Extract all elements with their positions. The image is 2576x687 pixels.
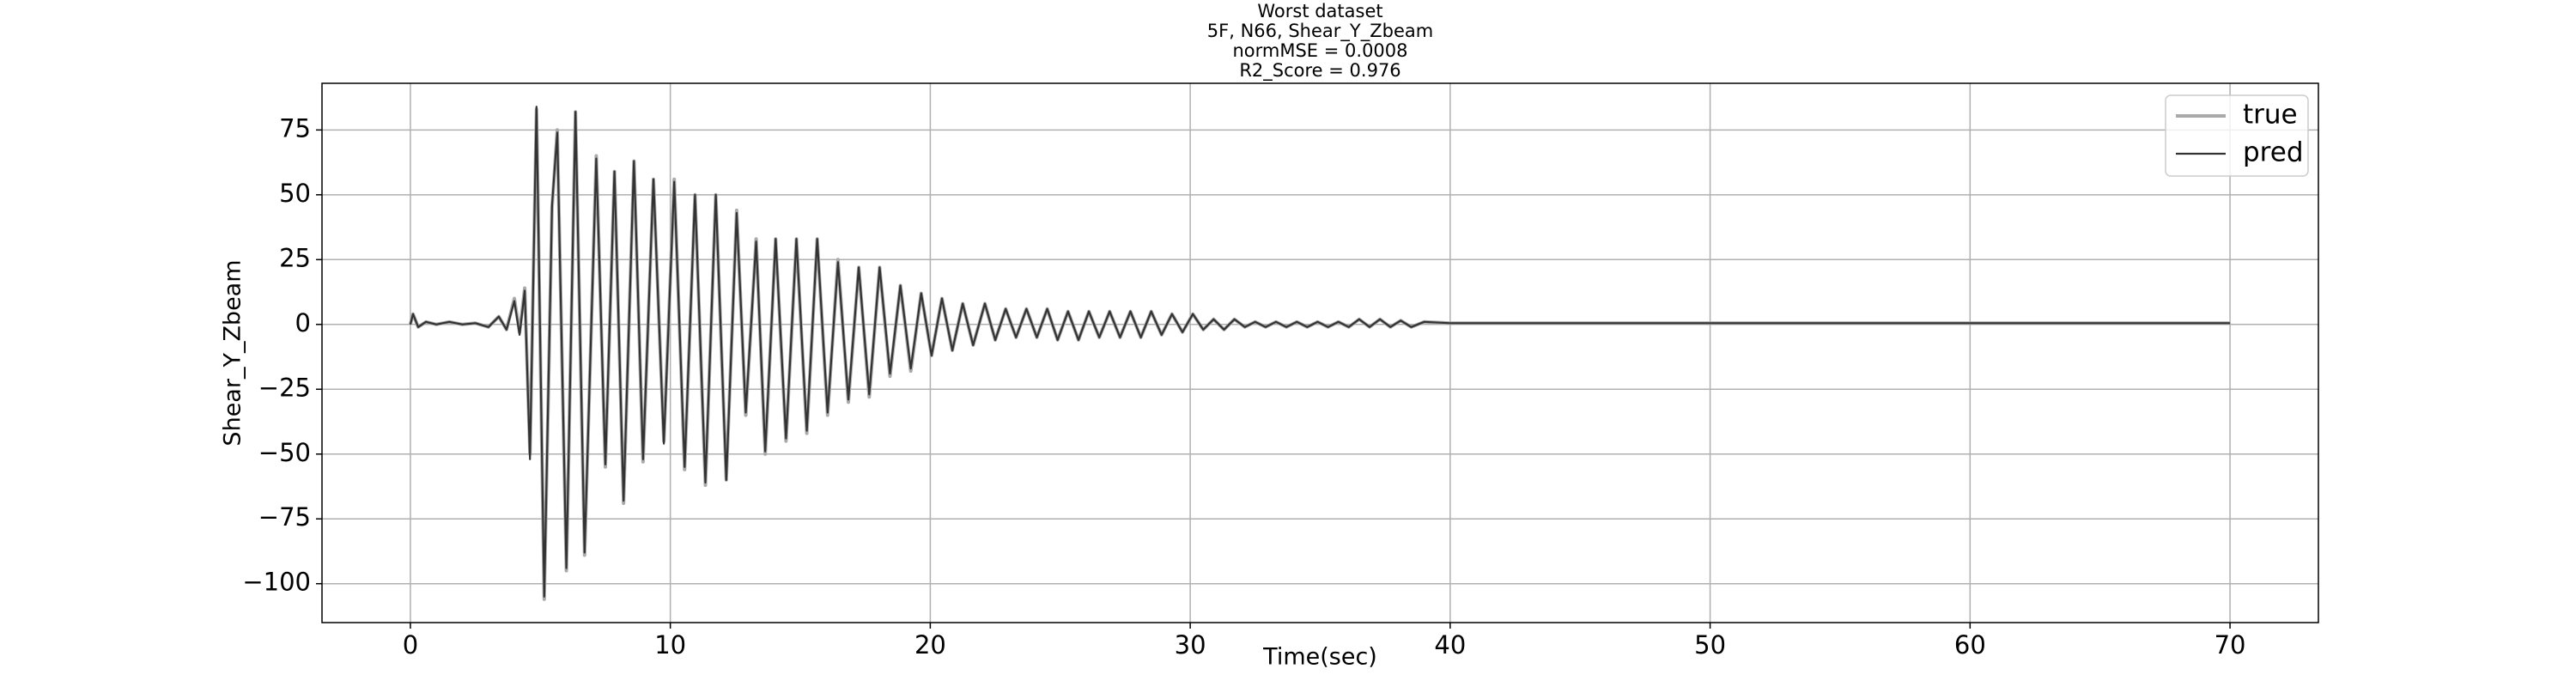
series-line: [409, 106, 2231, 598]
x-tick-label: 40: [1434, 630, 1466, 660]
y-tick-label: 25: [279, 243, 311, 272]
y-tick-label: −25: [258, 373, 311, 402]
x-tick-label: 60: [1954, 630, 1986, 660]
plot-frame: [321, 82, 2319, 623]
chart-title: 5F, N66, Shear_Y_Zbeam: [1207, 21, 1433, 42]
y-tick-label: 50: [279, 179, 311, 208]
x-tick-label: 20: [914, 630, 946, 660]
chart-title: Worst dataset: [1257, 1, 1382, 21]
legend-label: true: [2243, 100, 2298, 131]
y-tick-label: −75: [258, 502, 311, 532]
x-tick-label: 10: [654, 630, 686, 660]
y-tick-label: 0: [295, 308, 311, 337]
x-tick-label: 50: [1694, 630, 1726, 660]
y-axis-label: Shear_Y_Zbeam: [220, 259, 246, 446]
x-tick-label: 70: [2215, 630, 2246, 660]
x-axis-label: Time(sec): [1262, 644, 1377, 671]
y-tick-label: 75: [279, 113, 311, 143]
y-tick-label: −100: [242, 568, 311, 597]
x-tick-label: 0: [403, 630, 418, 660]
legend-label: pred: [2243, 137, 2304, 168]
x-tick-label: 30: [1175, 630, 1206, 660]
chart-title: normMSE = 0.0008: [1232, 40, 1407, 61]
chart-title: R2_Score = 0.976: [1239, 60, 1400, 82]
y-tick-label: −50: [258, 438, 311, 467]
